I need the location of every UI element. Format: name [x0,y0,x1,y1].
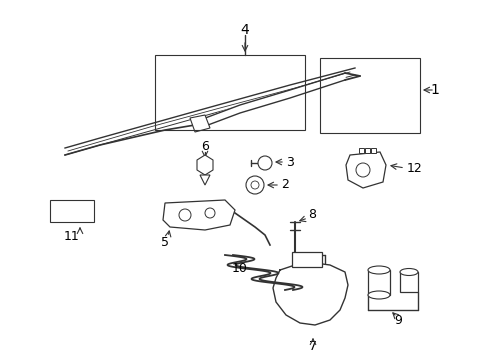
Bar [319,58,419,133]
Circle shape [179,209,191,221]
Text: 2: 2 [281,179,288,192]
Circle shape [258,156,271,170]
Text: 8: 8 [307,208,315,221]
Text: 12: 12 [407,162,422,175]
Ellipse shape [367,291,389,299]
Polygon shape [346,152,385,188]
Polygon shape [399,272,417,292]
Circle shape [204,208,215,218]
Text: 3: 3 [285,156,293,168]
Bar [50,200,94,222]
Bar [358,148,363,153]
Ellipse shape [367,266,389,274]
Text: 7: 7 [308,341,316,354]
Text: 10: 10 [232,261,247,274]
Polygon shape [197,155,213,175]
Circle shape [355,163,369,177]
Polygon shape [190,115,209,132]
Polygon shape [163,200,235,230]
Text: 4: 4 [240,23,249,37]
Polygon shape [200,175,209,185]
Circle shape [250,181,259,189]
Text: 11: 11 [64,230,80,243]
Text: 1: 1 [429,83,439,97]
Polygon shape [367,270,389,295]
Polygon shape [200,73,345,128]
Text: 5: 5 [161,235,169,248]
Ellipse shape [399,269,417,275]
Text: 9: 9 [393,314,401,327]
Bar [155,55,305,130]
Bar [370,148,375,153]
Bar [364,148,369,153]
Polygon shape [272,263,347,325]
Bar [291,252,321,267]
Text: 6: 6 [201,140,208,153]
Circle shape [245,176,264,194]
